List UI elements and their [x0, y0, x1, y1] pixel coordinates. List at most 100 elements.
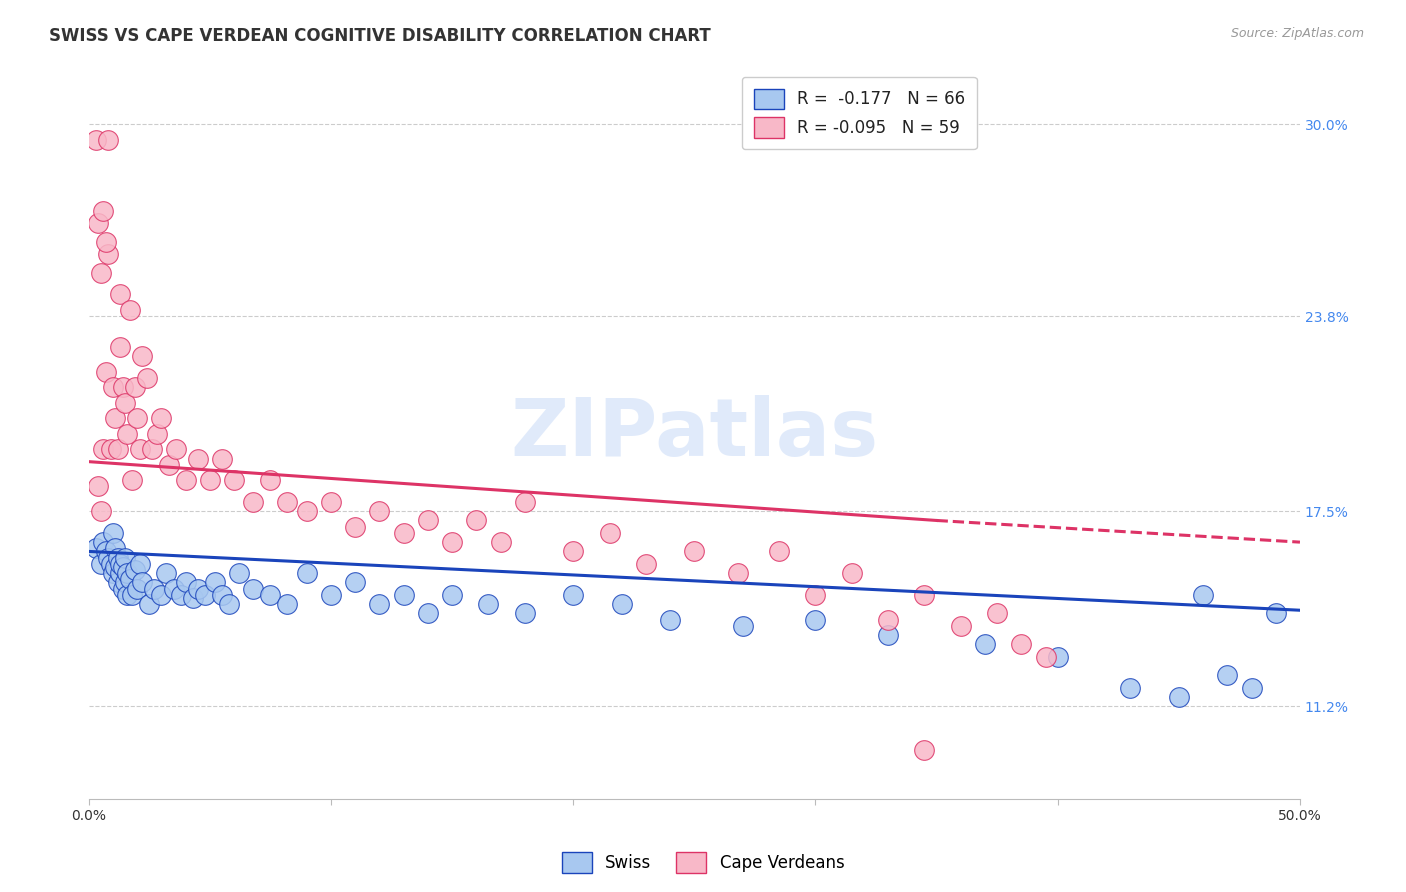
Point — [276, 597, 298, 611]
Point — [104, 541, 127, 556]
Point — [768, 544, 790, 558]
Point — [110, 287, 132, 301]
Point — [562, 544, 585, 558]
Text: SWISS VS CAPE VERDEAN COGNITIVE DISABILITY CORRELATION CHART: SWISS VS CAPE VERDEAN COGNITIVE DISABILI… — [49, 27, 711, 45]
Point — [170, 588, 193, 602]
Point — [986, 607, 1008, 621]
Point — [155, 566, 177, 580]
Legend: R =  -0.177   N = 66, R = -0.095   N = 59: R = -0.177 N = 66, R = -0.095 N = 59 — [742, 77, 977, 149]
Point — [107, 442, 129, 457]
Point — [877, 628, 900, 642]
Point — [174, 473, 197, 487]
Point — [117, 566, 139, 580]
Point — [659, 613, 682, 627]
Point — [441, 588, 464, 602]
Point — [392, 588, 415, 602]
Point — [949, 618, 972, 632]
Point — [562, 588, 585, 602]
Point — [91, 203, 114, 218]
Point — [319, 495, 342, 509]
Point — [87, 479, 110, 493]
Point — [441, 535, 464, 549]
Point — [107, 550, 129, 565]
Point — [877, 613, 900, 627]
Point — [914, 588, 936, 602]
Point — [111, 380, 134, 394]
Point — [683, 544, 706, 558]
Point — [114, 575, 136, 590]
Point — [174, 575, 197, 590]
Legend: Swiss, Cape Verdeans: Swiss, Cape Verdeans — [555, 846, 851, 880]
Point — [90, 266, 112, 280]
Point — [319, 588, 342, 602]
Point — [228, 566, 250, 580]
Point — [117, 426, 139, 441]
Point — [259, 473, 281, 487]
Point — [344, 575, 367, 590]
Point — [97, 550, 120, 565]
Point — [135, 371, 157, 385]
Point — [91, 535, 114, 549]
Point — [127, 411, 149, 425]
Point — [100, 557, 122, 571]
Point — [731, 618, 754, 632]
Point — [138, 597, 160, 611]
Point — [94, 365, 117, 379]
Point — [804, 613, 827, 627]
Point — [90, 557, 112, 571]
Point — [141, 442, 163, 457]
Point — [131, 575, 153, 590]
Point — [84, 133, 107, 147]
Point — [101, 380, 124, 394]
Point — [242, 495, 264, 509]
Point — [145, 426, 167, 441]
Point — [107, 575, 129, 590]
Point — [276, 495, 298, 509]
Point — [150, 411, 173, 425]
Point — [104, 560, 127, 574]
Point — [87, 216, 110, 230]
Point — [101, 525, 124, 540]
Point — [121, 473, 143, 487]
Point — [94, 544, 117, 558]
Point — [1119, 681, 1142, 695]
Point — [110, 340, 132, 354]
Point — [727, 566, 749, 580]
Point — [1192, 588, 1215, 602]
Point — [97, 133, 120, 147]
Point — [1216, 668, 1239, 682]
Point — [513, 495, 536, 509]
Point — [121, 588, 143, 602]
Point — [124, 563, 146, 577]
Point — [117, 588, 139, 602]
Point — [111, 582, 134, 596]
Point — [114, 396, 136, 410]
Point — [368, 597, 391, 611]
Point — [94, 235, 117, 249]
Point — [804, 588, 827, 602]
Point — [974, 637, 997, 651]
Point — [187, 582, 209, 596]
Point — [222, 473, 245, 487]
Point — [127, 582, 149, 596]
Point — [242, 582, 264, 596]
Point — [1035, 649, 1057, 664]
Point — [143, 582, 166, 596]
Point — [131, 350, 153, 364]
Point — [124, 380, 146, 394]
Point — [118, 572, 141, 586]
Point — [128, 557, 150, 571]
Point — [181, 591, 204, 605]
Point — [204, 575, 226, 590]
Point — [104, 411, 127, 425]
Point — [599, 525, 621, 540]
Point — [465, 513, 488, 527]
Point — [295, 504, 318, 518]
Point — [114, 550, 136, 565]
Point — [218, 597, 240, 611]
Point — [344, 519, 367, 533]
Point — [150, 588, 173, 602]
Point — [165, 442, 187, 457]
Point — [111, 560, 134, 574]
Point — [295, 566, 318, 580]
